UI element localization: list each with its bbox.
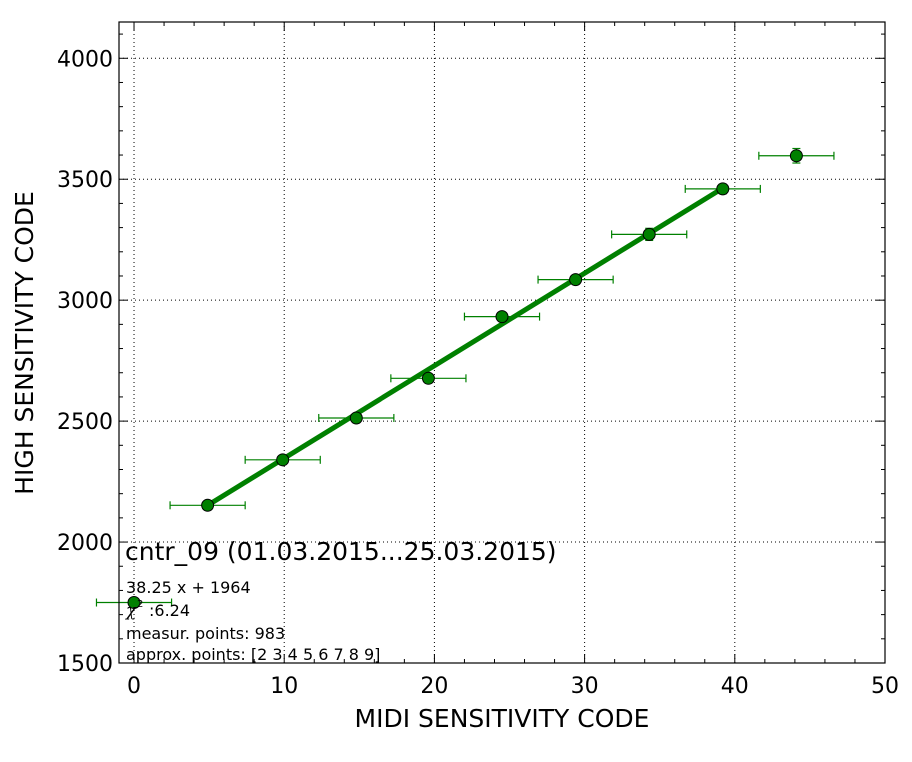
y-tick-label: 2500	[57, 410, 113, 435]
data-point	[642, 227, 656, 241]
tick-labels: 0 10 20 30 40 50 1500 2000 2500 3000 3500 4000	[57, 47, 899, 699]
y-axis-label: HIGH SENSITIVITY CODE	[10, 191, 39, 495]
data-points	[127, 149, 803, 610]
axis-ticks	[119, 22, 886, 664]
fit-line-layer	[206, 185, 725, 508]
x-axis-label: MIDI SENSITIVITY CODE	[355, 704, 650, 733]
fit-line	[206, 185, 725, 508]
data-point	[421, 371, 435, 385]
chart-title: cntr_09 (01.03.2015...25.03.2015)	[125, 537, 557, 566]
data-point	[716, 182, 730, 196]
measured-points-count: measur. points: 983	[126, 624, 285, 643]
data-point	[201, 498, 215, 512]
chi-symbol: χ	[125, 601, 138, 621]
y-tick-label: 3000	[57, 289, 113, 314]
fit-equation: 38.25 x + 1964	[126, 578, 251, 597]
plot-frame	[118, 21, 886, 664]
x-tick-label: 20	[420, 674, 448, 699]
data-point	[127, 596, 141, 610]
y-tick-label: 1500	[57, 652, 113, 677]
data-point	[495, 310, 509, 324]
y-tick-label: 4000	[57, 47, 113, 72]
y-tick-label: 3500	[57, 168, 113, 193]
x-tick-label: 0	[127, 674, 141, 699]
x-tick-label: 50	[871, 674, 899, 699]
x-tick-label: 10	[270, 674, 298, 699]
y-tick-label: 2000	[57, 531, 113, 556]
data-point	[569, 273, 583, 287]
x-tick-label: 40	[721, 674, 749, 699]
data-point	[789, 149, 803, 163]
chi-superscript: 2	[137, 599, 143, 610]
data-point	[276, 453, 290, 467]
x-tick-label: 30	[571, 674, 599, 699]
data-point	[349, 411, 363, 425]
grid	[119, 22, 885, 663]
chi-square-value: :6.24	[149, 601, 190, 620]
approximation-points: approx. points: [2 3 4 5 6 7 8 9]	[126, 645, 380, 664]
